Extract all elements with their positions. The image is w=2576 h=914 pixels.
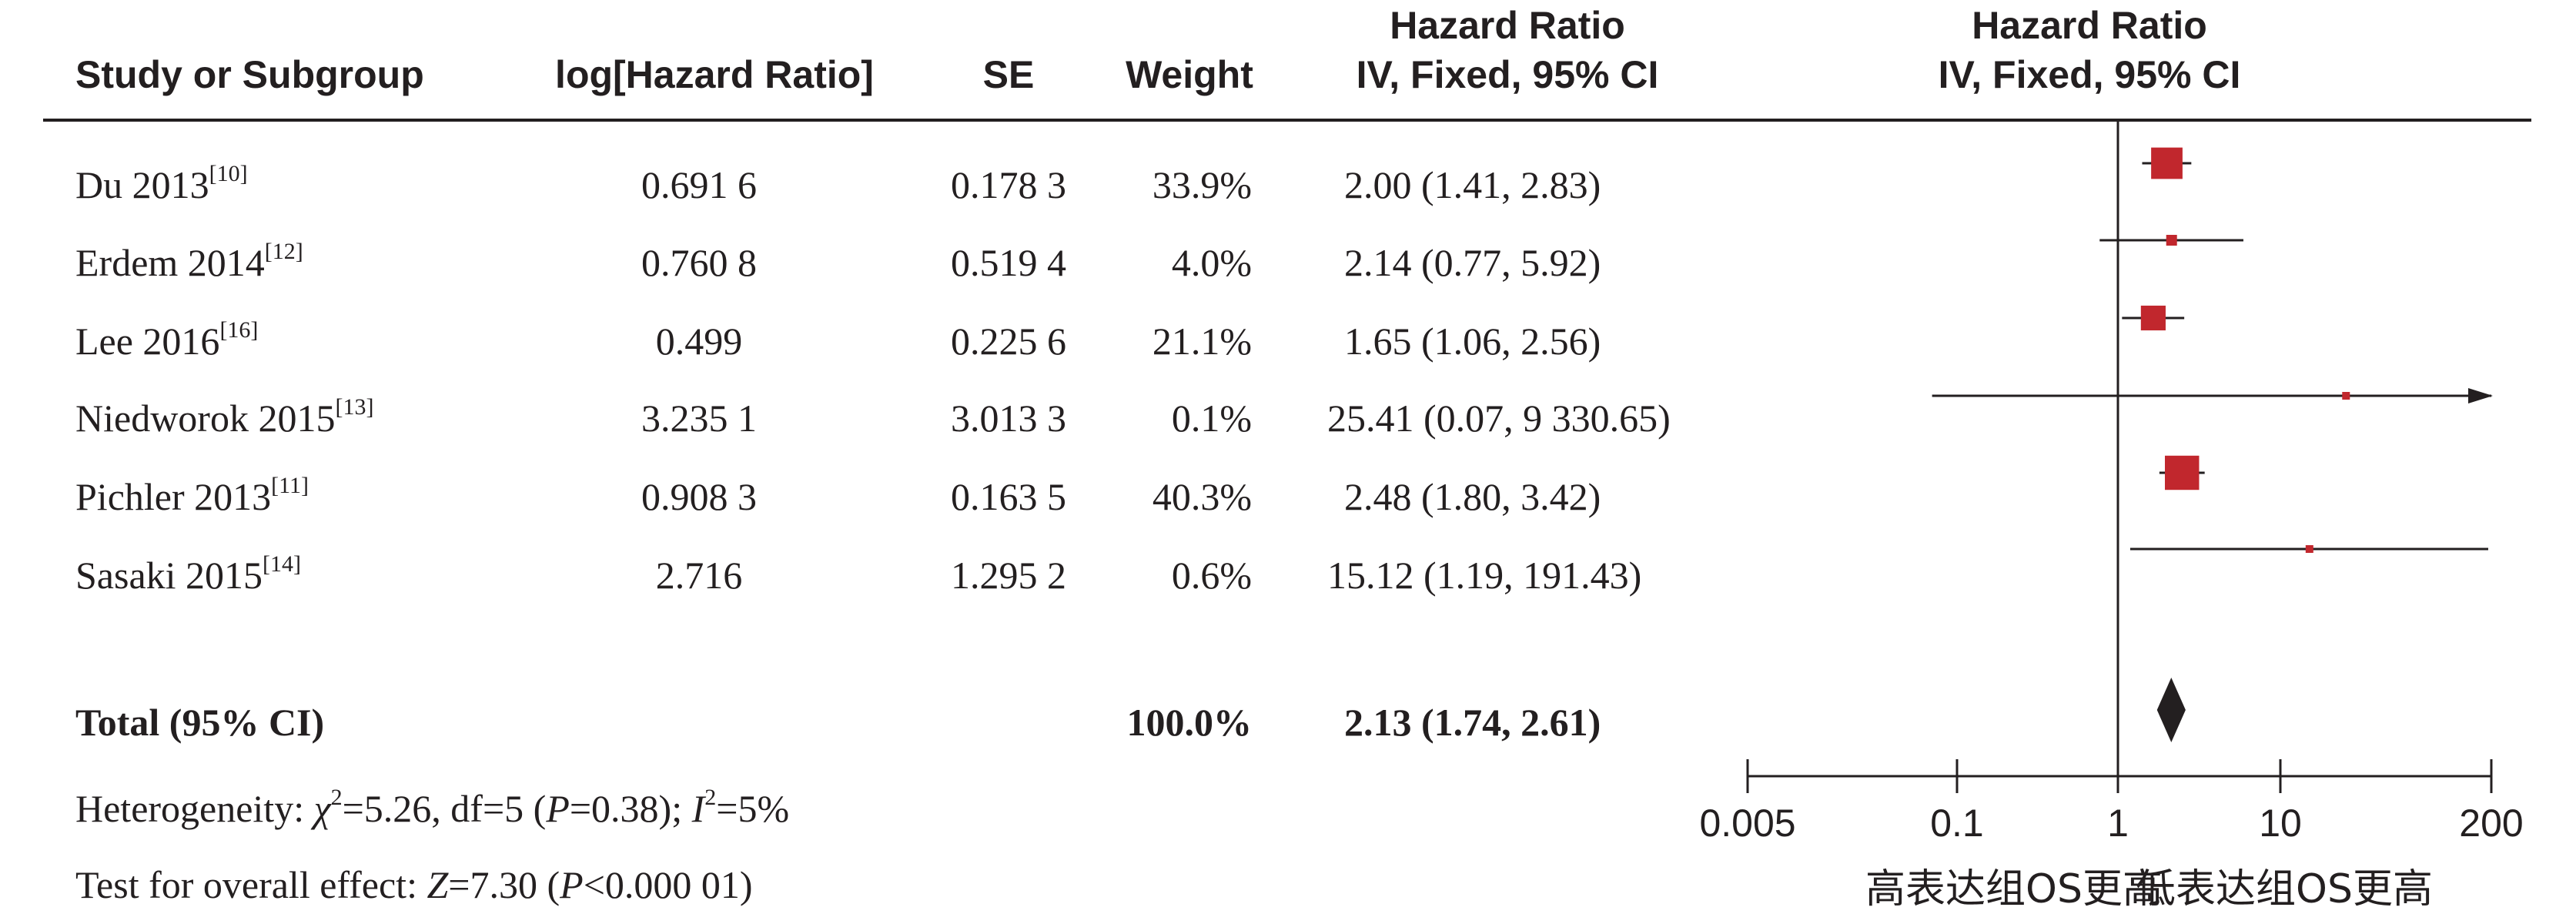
chi-value: =5.26, df=5 ( — [342, 787, 547, 830]
overall-p-symbol: P — [560, 863, 584, 906]
study-name: Erdem 2014[12] — [75, 240, 303, 284]
study-name: Du 2013[10] — [75, 162, 248, 206]
header-plot-title: Hazard Ratio — [1972, 4, 2207, 47]
study-weight: 0.6% — [1171, 554, 1252, 597]
study-weight: 21.1% — [1152, 320, 1252, 363]
study-weight: 0.1% — [1171, 397, 1252, 440]
study-name-text: Du 2013 — [75, 163, 209, 206]
study-name-text: Lee 2016 — [75, 320, 220, 363]
total-ci: 2.13 (1.74, 2.61) — [1344, 701, 1601, 744]
study-name-text: Erdem 2014 — [75, 241, 265, 284]
study-se: 0.519 4 — [951, 241, 1066, 284]
study-name: Niedworok 2015[13] — [75, 396, 373, 440]
header-weight: Weight — [1126, 53, 1253, 96]
direction-label-right: 低表达组OS更高 — [2136, 866, 2433, 912]
header-study: Study or Subgroup — [75, 53, 424, 96]
study-ci: 1.65 (1.06, 2.56) — [1344, 320, 1601, 363]
study-ref: [13] — [335, 394, 374, 420]
study-weight: 4.0% — [1171, 241, 1252, 284]
header-rule — [43, 119, 2531, 122]
study-marker — [2166, 235, 2177, 246]
overall-prefix: Test for overall effect: — [75, 863, 427, 906]
study-name: Pichler 2013[11] — [75, 474, 309, 518]
direction-label-left: 高表达组OS更高 — [1865, 866, 2163, 912]
study-marker — [2140, 305, 2166, 331]
study-log-hr: 0.908 3 — [641, 475, 757, 518]
study-weight: 40.3% — [1152, 475, 1252, 518]
study-marker — [2151, 147, 2183, 179]
total-label: Total (95% CI) — [75, 701, 325, 744]
i-sup: 2 — [704, 785, 717, 810]
total-weight: 100.0% — [1126, 701, 1253, 744]
study-ci: 2.00 (1.41, 2.83) — [1344, 163, 1601, 206]
study-ci: 2.48 (1.80, 3.42) — [1344, 475, 1601, 518]
study-name-text: Niedworok 2015 — [75, 397, 336, 440]
study-weight: 33.9% — [1152, 163, 1252, 206]
p-value: =0.38); — [569, 787, 692, 830]
study-log-hr: 0.691 6 — [641, 163, 757, 206]
study-marker — [2305, 545, 2313, 553]
i-symbol: I — [691, 787, 705, 830]
study-ci: 25.41 (0.07, 9 330.65) — [1327, 397, 1671, 440]
study-marker — [2342, 392, 2350, 400]
overall-p-value: <0.000 01) — [583, 863, 753, 906]
study-log-hr: 3.235 1 — [641, 397, 757, 440]
study-ref: [14] — [263, 551, 302, 577]
study-se: 0.163 5 — [951, 475, 1066, 518]
study-ci: 15.12 (1.19, 191.43) — [1327, 554, 1642, 597]
x-tick-label: 1 — [2107, 802, 2129, 845]
x-tick-label: 0.1 — [1930, 802, 1984, 845]
header-hr-method: IV, Fixed, 95% CI — [1356, 53, 1659, 96]
study-name-text: Pichler 2013 — [75, 475, 272, 518]
overall-effect-line: Test for overall effect: Z=7.30 (P<0.000… — [75, 865, 753, 904]
header-plot-method: IV, Fixed, 95% CI — [1938, 53, 2241, 96]
study-name: Sasaki 2015[14] — [75, 553, 301, 597]
study-name: Lee 2016[16] — [75, 319, 258, 363]
study-ci: 2.14 (0.77, 5.92) — [1344, 241, 1601, 284]
study-log-hr: 0.499 — [655, 320, 743, 363]
study-ref: [10] — [209, 161, 248, 186]
study-name-text: Sasaki 2015 — [75, 554, 263, 597]
chi-symbol: χ — [313, 787, 331, 830]
study-ref: [16] — [219, 317, 259, 343]
study-log-hr: 2.716 — [655, 554, 743, 597]
study-se: 3.013 3 — [951, 397, 1066, 440]
x-tick-label: 10 — [2259, 802, 2302, 845]
x-tick-label: 200 — [2459, 802, 2523, 845]
x-tick-label: 0.005 — [1699, 802, 1795, 845]
z-value: =7.30 ( — [448, 863, 560, 906]
study-se: 0.225 6 — [951, 320, 1066, 363]
heterogeneity-line: Heterogeneity: χ2=5.26, df=5 (P=0.38); I… — [75, 786, 790, 830]
total-diamond — [2156, 678, 2186, 742]
i-value: =5% — [716, 787, 790, 830]
chi-sup: 2 — [330, 785, 343, 810]
ci-arrow-right — [2468, 388, 2493, 403]
header-log-hr: log[Hazard Ratio] — [555, 53, 874, 96]
study-marker — [2165, 455, 2200, 490]
z-symbol: Z — [427, 863, 449, 906]
study-se: 0.178 3 — [951, 163, 1066, 206]
study-ref: [11] — [271, 473, 309, 498]
study-ref: [12] — [264, 239, 303, 264]
study-se: 1.295 2 — [951, 554, 1066, 597]
header-hr-title: Hazard Ratio — [1390, 4, 1625, 47]
header-se: SE — [982, 53, 1035, 96]
study-log-hr: 0.760 8 — [641, 241, 757, 284]
p-symbol: P — [546, 787, 570, 830]
heterogeneity-prefix: Heterogeneity: — [75, 787, 314, 830]
